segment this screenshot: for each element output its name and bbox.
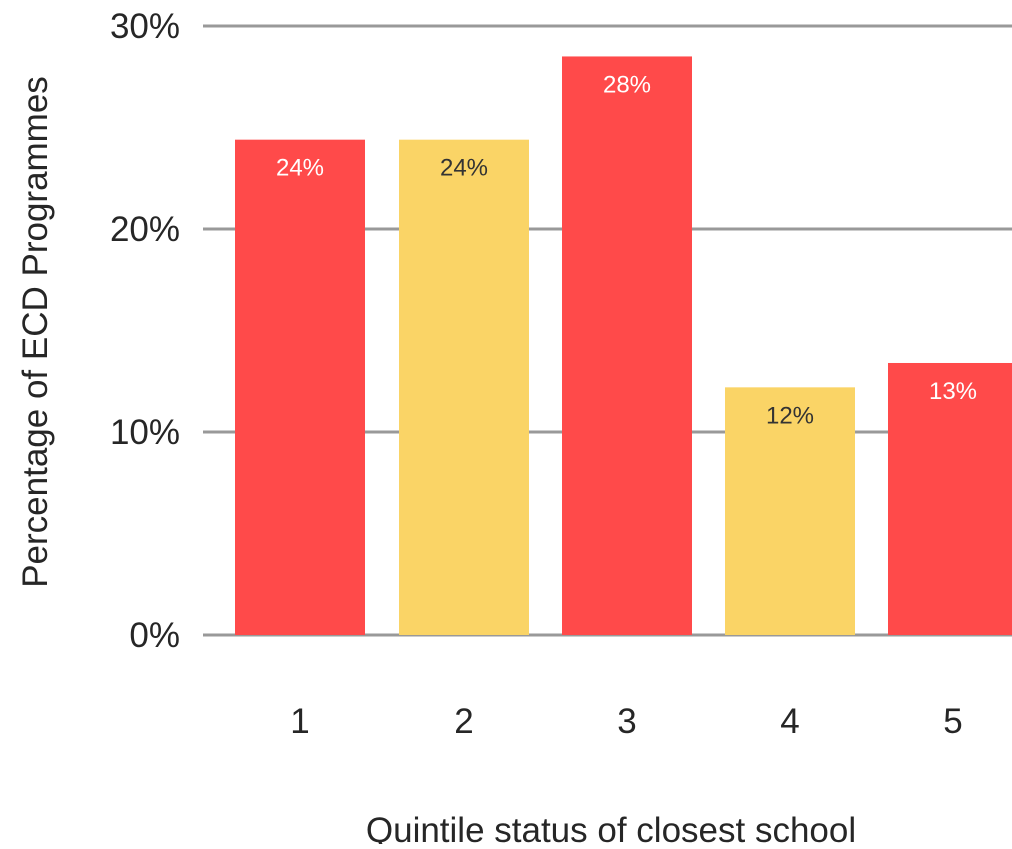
bar [888, 362, 1012, 635]
y-tick-label: 0% [129, 616, 180, 655]
bar-value-label: 28% [603, 71, 651, 98]
x-tick-label: 1 [290, 702, 309, 741]
bar-value-label: 12% [766, 402, 814, 429]
bar-value-label: 24% [440, 155, 488, 182]
bar [235, 139, 365, 635]
x-axis-title: Quintile status of closest school [366, 811, 856, 844]
bar-value-label: 24% [276, 155, 324, 182]
y-tick-label: 20% [110, 210, 180, 249]
x-axis-ticks: 1 2 3 4 5 [290, 702, 962, 741]
x-tick-label: 3 [617, 702, 636, 741]
y-axis-title: Percentage of ECD Programmes [16, 76, 55, 588]
y-tick-label: 10% [110, 413, 180, 452]
bar-value-label: 13% [929, 378, 977, 405]
bar [399, 139, 529, 635]
y-axis-ticks: 0% 10% 20% 30% [110, 7, 180, 655]
y-tick-label: 30% [110, 7, 180, 46]
x-tick-label: 4 [780, 702, 799, 741]
bar [562, 56, 692, 635]
bar-value-labels: 24% 24% 28% 12% 13% [276, 71, 977, 429]
bars [235, 56, 1012, 635]
x-tick-label: 2 [454, 702, 473, 741]
bar [725, 387, 855, 635]
x-tick-label: 5 [943, 702, 962, 741]
